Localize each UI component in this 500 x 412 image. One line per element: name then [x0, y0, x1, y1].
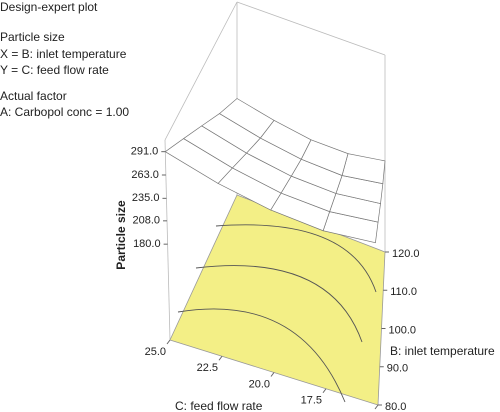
y-tick-label: 15.0	[353, 411, 374, 412]
x-tick-label: 110.0	[390, 286, 417, 298]
x-tick-label: 120.0	[392, 248, 420, 260]
y-tick-label: 20.0	[249, 378, 270, 390]
floor	[169, 194, 386, 406]
surface-cell	[218, 98, 275, 139]
z-axis-title: Particle size	[114, 200, 128, 270]
annotation: Particle size	[0, 30, 65, 44]
x-axis-title: B: inlet temperature	[390, 344, 495, 358]
z-tick-label: 208.0	[132, 215, 160, 227]
contour	[195, 265, 363, 343]
annotation: X = B: inlet temperature	[0, 47, 127, 61]
y-tick-label: 17.5	[301, 395, 322, 407]
y-tick	[374, 404, 379, 410]
y-tick	[270, 372, 275, 377]
box-edge	[164, 139, 171, 341]
annotation: Y = C: feed flow rate	[0, 63, 109, 77]
z-tick-label: 180.0	[133, 238, 161, 250]
z-tick-label: 263.0	[131, 169, 159, 181]
y-tick	[322, 388, 327, 394]
y-tick-label: 25.0	[145, 346, 166, 358]
annotation: Actual factor	[0, 89, 67, 103]
z-tick-label: 235.0	[132, 192, 160, 204]
y-tick-label: 22.5	[197, 362, 218, 374]
contour	[177, 308, 346, 403]
z-tick-label: 291.0	[131, 146, 159, 158]
annotation: Design-expert plot	[0, 0, 98, 14]
box-edge	[164, 1, 238, 141]
surface	[164, 98, 386, 244]
ticks: 180.0 208.0 235.0 263.0 291.0 80.0 90.0 100.0 11…	[131, 146, 420, 412]
x-tick-label: 100.0	[389, 324, 417, 336]
contour	[215, 224, 377, 293]
x-tick-label: 80.0	[385, 401, 406, 412]
annotation: A: Carbopol conc = 1.00	[0, 105, 129, 119]
box-edge	[236, 1, 386, 56]
y-tick	[218, 355, 223, 361]
y-tick	[166, 339, 171, 345]
y-axis-title: C: feed flow rate	[175, 399, 263, 412]
x-tick-label: 90.0	[387, 363, 408, 375]
